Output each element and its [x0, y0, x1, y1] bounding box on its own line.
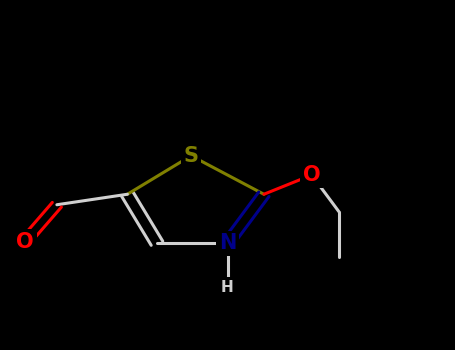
Text: O: O — [303, 165, 320, 185]
Text: O: O — [16, 231, 34, 252]
Text: H: H — [221, 280, 234, 294]
Text: N: N — [219, 233, 236, 253]
Text: S: S — [184, 146, 198, 166]
